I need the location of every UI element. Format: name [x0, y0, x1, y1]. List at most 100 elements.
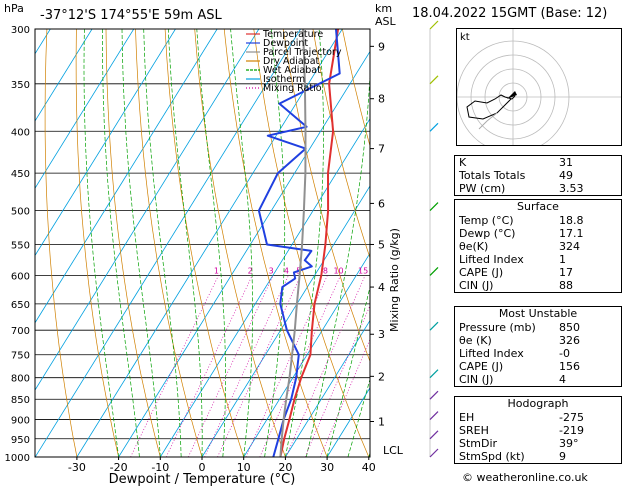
hodograph-box: kt: [456, 28, 622, 154]
hodo-value: 9: [559, 450, 566, 463]
x-axis-label: Dewpoint / Temperature (°C): [109, 472, 296, 486]
most-unstable-title: Most Unstable: [498, 307, 578, 320]
temperature-trace: [279, 29, 340, 457]
mixing-ratio-label: 3: [269, 266, 274, 275]
x-tick-label: -20: [110, 461, 128, 474]
dry-adiabat-line: [75, 29, 119, 457]
mu-label: CAPE (J): [459, 360, 504, 373]
pressure-tick-label: 600: [11, 271, 30, 282]
index-label: Totals Totals: [459, 169, 526, 182]
isotherm-line: [35, 29, 301, 457]
index-value: 49: [559, 169, 573, 182]
pressure-tick-label: 300: [11, 25, 30, 36]
mixing-ratio-line: [187, 275, 274, 457]
lcl-label: LCL: [383, 444, 404, 457]
dry-adiabat-line: [164, 29, 245, 457]
km-tick-label: 5: [378, 238, 385, 251]
surface-row: θe(K) 324: [455, 240, 621, 253]
isotherm-line: [118, 50, 370, 457]
wet-adiabat-line: [121, 29, 161, 457]
mixing-ratio-label: 4: [284, 266, 289, 275]
wind-barb: [429, 369, 439, 379]
legend-label: Dewpoint: [263, 38, 308, 49]
indices-table: K 31 Totals Totals 49 PW (cm) 3.53: [454, 155, 622, 196]
wet-adiabat-line: [285, 29, 324, 457]
surface-label: Lifted Index: [459, 253, 524, 266]
surface-row: CAPE (J) 17: [455, 266, 621, 279]
x-tick-label: 40: [362, 461, 376, 474]
wet-adiabat-line: [102, 29, 140, 457]
pressure-tick-label: 850: [11, 395, 30, 406]
wet-adiabat-line: [167, 29, 203, 457]
wind-barb: [429, 390, 439, 400]
surface-value: 17: [559, 266, 573, 279]
most-unstable-table: Most Unstable Pressure (mb) 850 θe (K) 326…: [454, 306, 622, 387]
skewt-chart: 1 2 3 4 5 8 10 15 20 25 3003504004505005506006507…: [0, 2, 455, 486]
legend-label: Mixing Ratio: [263, 83, 322, 94]
mixing-ratio-label: 2: [248, 266, 253, 275]
mixing-ratio-line: [304, 304, 370, 457]
mu-row: CIN (J) 4: [455, 373, 621, 386]
surface-row: CIN (J) 88: [455, 279, 621, 292]
surface-value: 324: [559, 240, 580, 253]
mixing-ratio-line: [217, 275, 302, 457]
isotherm-line: [411, 29, 455, 457]
pressure-tick-label: 500: [11, 207, 30, 218]
mixing-ratio-line: [204, 275, 289, 457]
parcel-trajectory-trace: [279, 29, 307, 457]
hodo-label: EH: [459, 411, 475, 424]
isotherm-line: [0, 29, 9, 457]
x-tick-label: 0: [199, 461, 206, 474]
dry-adiabat-line: [253, 29, 370, 457]
mu-value: -0: [559, 347, 570, 360]
isotherm-line: [35, 29, 93, 122]
hodo-label: StmSpd (kt): [459, 450, 525, 463]
mixing-ratio-line: [259, 275, 341, 457]
wind-barb: [429, 430, 439, 440]
mixing-ratio-label: 10: [333, 266, 343, 275]
legend-label: Dry Adiabat: [263, 56, 320, 67]
surface-label: CIN (J): [459, 279, 494, 292]
storm-motion-marker: [507, 91, 517, 99]
surface-row: Dewp (°C) 17.1: [455, 227, 621, 240]
wet-adiabat-line: [83, 29, 119, 457]
mixing-ratio-label: 1: [214, 266, 219, 275]
x-tick-label: -10: [151, 461, 169, 474]
x-tick-label: 10: [237, 461, 251, 474]
surface-label: θe(K): [459, 240, 489, 253]
isotherm-line: [35, 29, 176, 257]
wind-barb: [429, 266, 439, 276]
hodo-value: -219: [559, 424, 584, 437]
km-tick-label: 7: [378, 143, 385, 156]
hodo-label: SREH: [459, 424, 489, 437]
pressure-tick-label: 900: [11, 416, 30, 427]
hodo-label: StmDir: [459, 437, 498, 450]
wind-barb: [429, 448, 439, 458]
mu-value: 850: [559, 321, 580, 334]
pressure-tick-label: 550: [11, 240, 30, 251]
dry-adiabat-line: [44, 29, 78, 457]
index-value: 3.53: [559, 182, 584, 195]
hodo-row: StmSpd (kt) 9: [455, 450, 621, 463]
pressure-tick-label: 400: [11, 127, 30, 138]
mu-label: CIN (J): [459, 373, 494, 386]
mu-row: Lifted Index -0: [455, 347, 621, 360]
index-row-k: K 31: [455, 156, 621, 169]
hodo-value: -275: [559, 411, 584, 424]
surface-value: 1: [559, 253, 566, 266]
surface-value: 88: [559, 279, 573, 292]
legend-label: Temperature: [262, 29, 323, 40]
surface-row: Temp (°C) 18.8: [455, 214, 621, 227]
index-row-totals: Totals Totals 49: [455, 169, 621, 182]
mu-row: θe (K) 326: [455, 334, 621, 347]
km-label: km: [375, 2, 392, 15]
wet-adiabat-line: [347, 378, 370, 457]
wet-adiabat-line: [326, 285, 370, 457]
pressure-tick-label: 750: [11, 351, 30, 362]
isotherm-line: [76, 29, 343, 457]
wet-adiabat-line: [230, 29, 253, 457]
mu-row: Pressure (mb) 850: [455, 321, 621, 334]
mu-label: Lifted Index: [459, 347, 524, 360]
index-label: K: [459, 156, 467, 169]
wind-barb: [429, 20, 439, 30]
